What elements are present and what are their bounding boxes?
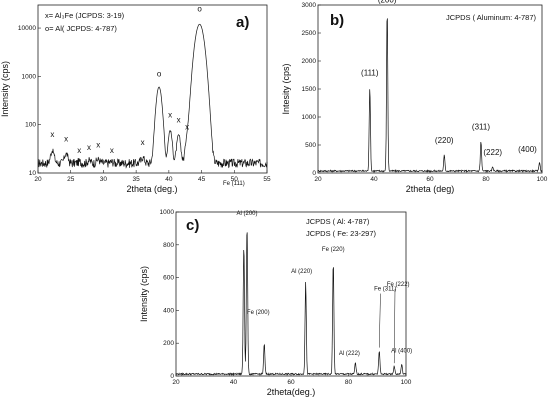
y-tick-label: 2000 <box>302 58 317 65</box>
x-tick-label: 40 <box>165 176 173 183</box>
peak-label: Al (400) <box>391 349 412 355</box>
panel-a-axes: 20 25 30 35 40 45 50 55 10 100 1000 10000 <box>18 25 271 183</box>
y-tick-label: 800 <box>163 242 174 249</box>
x-tick-label: 40 <box>230 379 238 386</box>
x-tick-label: 55 <box>263 176 271 183</box>
x-tick-label: 25 <box>67 176 75 183</box>
peak-marker-al: o <box>197 5 202 14</box>
diffraction-pattern-line <box>37 23 268 169</box>
peak-marker-al: o <box>157 69 162 78</box>
peak-label: (220) <box>435 136 454 145</box>
panel-c: Fe (111) Al (200) Fe (200) Al (220) Fe (220)… <box>139 181 412 397</box>
peak-label: Al (200) <box>237 211 258 217</box>
y-tick-label: 500 <box>305 142 316 149</box>
panel-b-frame <box>317 4 543 174</box>
panel-c-legend-al: JCPDS ( Al: 4-787) <box>306 217 370 226</box>
y-tick-label: 0 <box>312 170 316 177</box>
peak-marker-al3fe: x <box>96 140 100 149</box>
y-tick-label: 10 <box>29 170 37 177</box>
peak-label: Fe (220) <box>322 247 345 253</box>
peak-label: Fe (222) <box>387 282 410 288</box>
panel-a-label: a) <box>236 14 249 31</box>
peak-marker-al3fe: x <box>177 116 181 125</box>
x-tick-label: 45 <box>198 176 206 183</box>
y-tick-label: 10000 <box>18 25 36 32</box>
x-tick-label: 60 <box>287 379 295 386</box>
y-tick-label: 100 <box>25 122 36 129</box>
peak-label: (400) <box>518 145 537 154</box>
panel-c-ylabel: Intensity (cps) <box>139 266 149 322</box>
peak-marker-al3fe: x <box>87 143 91 152</box>
panel-a-legend-al: o= Al( JCPDS: 4-787) <box>45 24 117 33</box>
panel-a-ylabel: Intensity (cps) <box>0 61 10 117</box>
peak-label: Fe (200) <box>247 310 270 316</box>
panel-a-xlabel: 2theta (deg.) <box>126 184 177 194</box>
y-tick-label: 3000 <box>302 2 317 9</box>
panel-a-frame <box>37 4 268 174</box>
y-tick-label: 1500 <box>302 86 317 93</box>
panel-a-legend-al3fe: x= Al₃Fe (JCPDS: 3-19) <box>45 11 125 20</box>
x-tick-label: 50 <box>231 176 239 183</box>
panel-c-frame <box>175 211 407 377</box>
peak-label: Al (222) <box>339 351 360 357</box>
peak-label-leader <box>379 293 381 348</box>
peak-marker-al3fe: x <box>168 111 172 120</box>
peak-marker-al3fe: x <box>50 130 54 139</box>
peak-label: (222) <box>483 148 502 157</box>
panel-c-xlabel: 2theta(deg.) <box>267 387 316 397</box>
x-tick-label: 20 <box>314 176 322 183</box>
y-tick-label: 1000 <box>22 73 37 80</box>
panel-c-label: c) <box>186 217 199 234</box>
y-tick-label: 200 <box>163 340 174 347</box>
panel-b-xlabel: 2theta (deg) <box>406 184 455 194</box>
x-tick-label: 20 <box>34 176 42 183</box>
x-tick-label: 60 <box>426 176 434 183</box>
panel-c-legend-fe: JCPDS ( Fe: 23-297) <box>306 229 377 238</box>
peak-label: Fe (111) <box>223 181 245 187</box>
x-tick-label: 40 <box>370 176 378 183</box>
y-tick-label: 1000 <box>160 209 175 216</box>
peak-label: Al (220) <box>291 269 312 275</box>
peak-label-leader <box>393 289 396 364</box>
peak-label: Fe (311) <box>374 287 396 293</box>
peak-marker-al3fe: x <box>77 146 81 155</box>
y-tick-label: 0 <box>170 373 174 380</box>
panel-b: (111) (200) (220) (311) (222) (400) 20 40 60 80 1… <box>281 0 548 194</box>
panel-b-legend: JCPDS ( Aluminum: 4-787) <box>446 13 537 22</box>
peak-label: (311) <box>472 123 490 132</box>
y-tick-label: 1000 <box>302 114 317 121</box>
peak-marker-al3fe: x <box>110 146 114 155</box>
x-tick-label: 20 <box>172 379 180 386</box>
x-tick-label: 80 <box>482 176 490 183</box>
peak-marker-al3fe: x <box>185 122 189 131</box>
x-tick-label: 80 <box>345 379 353 386</box>
x-tick-label: 35 <box>133 176 141 183</box>
y-tick-label: 2500 <box>302 30 317 37</box>
peak-marker-al3fe: x <box>64 134 68 143</box>
peak-label: (111) <box>361 68 379 77</box>
panel-b-ylabel: Intesity (cps) <box>281 63 291 114</box>
y-tick-label: 600 <box>163 275 174 282</box>
peak-marker-al3fe: x <box>141 138 145 147</box>
x-tick-label: 30 <box>100 176 108 183</box>
panel-b-label: b) <box>330 12 344 29</box>
peak-label: (200) <box>378 0 397 5</box>
x-tick-label: 100 <box>401 379 412 386</box>
y-tick-label: 400 <box>163 307 174 314</box>
x-tick-label: 100 <box>537 176 548 183</box>
